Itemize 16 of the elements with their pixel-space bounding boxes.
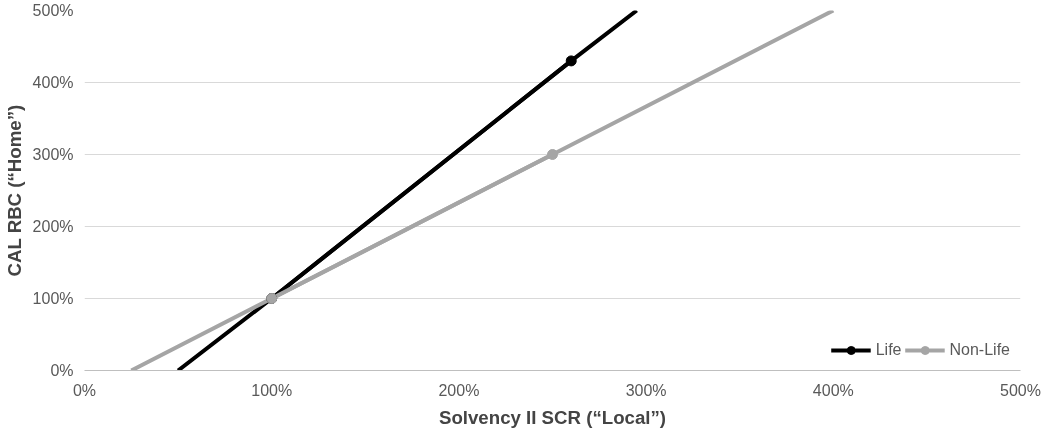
y-tick-label: 100%	[32, 290, 74, 307]
y-tick-label: 0%	[50, 362, 74, 379]
x-tick-label: 200%	[438, 381, 480, 399]
y-tick-label: 500%	[32, 2, 74, 19]
y-axis-title: CAL RBC (“Home”)	[3, 104, 25, 277]
x-tick-label: 100%	[251, 381, 293, 399]
y-tick-label: 400%	[32, 74, 74, 91]
x-tick-label: 500%	[1000, 381, 1041, 399]
y-tick-label: 300%	[32, 146, 74, 163]
legend-label: Non-Life	[949, 341, 1010, 359]
x-tick-label: 0%	[72, 381, 97, 399]
x-tick-label: 300%	[625, 381, 667, 399]
x-axis-title: Solvency II SCR (“Local”)	[438, 406, 667, 428]
x-tick-label: 400%	[812, 381, 854, 399]
legend-label: Life	[875, 341, 902, 359]
y-tick-label: 200%	[32, 218, 74, 235]
